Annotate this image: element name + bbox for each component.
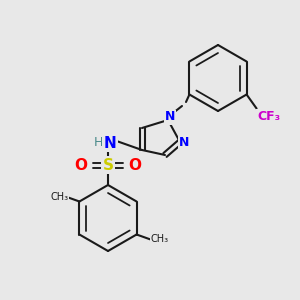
Text: CF₃: CF₃ xyxy=(257,110,280,123)
Text: O: O xyxy=(74,158,88,172)
Text: CH₃: CH₃ xyxy=(151,235,169,244)
Text: N: N xyxy=(179,136,189,148)
Text: H: H xyxy=(93,136,103,149)
Text: O: O xyxy=(128,158,142,172)
Text: S: S xyxy=(103,158,113,172)
Text: N: N xyxy=(103,136,116,151)
Text: CH₃: CH₃ xyxy=(50,191,68,202)
Text: N: N xyxy=(165,110,175,124)
